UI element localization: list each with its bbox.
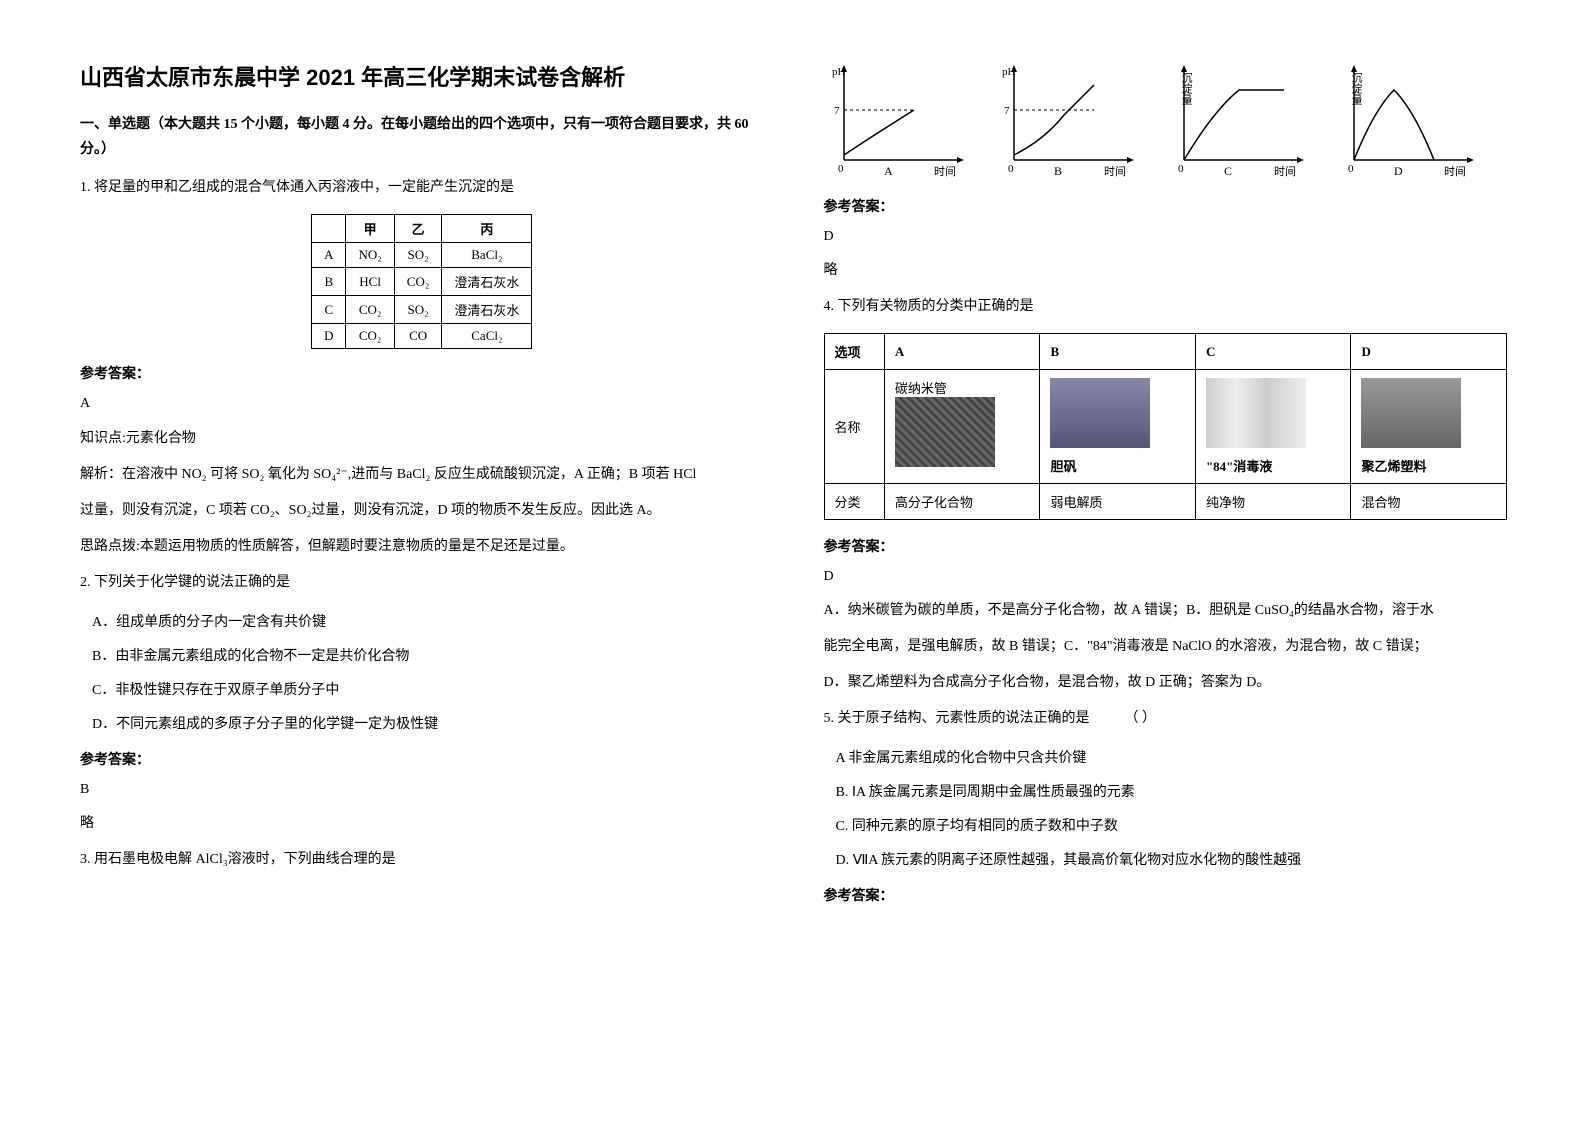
q4-d-caption: 聚乙烯塑料 bbox=[1361, 456, 1496, 475]
q2-option-a: A．组成单质的分子内一定含有共价键 bbox=[92, 609, 764, 637]
q1-th-blank bbox=[312, 215, 346, 243]
right-column: pH 7 0 A 时间 pH 7 0 B 时间 沉淀量 bbox=[824, 60, 1508, 913]
chart-a-ylabel: pH bbox=[832, 66, 846, 78]
q1-th-bing: 丙 bbox=[442, 215, 532, 243]
question-5: 5. 关于原子结构、元素性质的说法正确的是 （ ） bbox=[824, 705, 1508, 733]
q4-a-name: 碳纳米管 bbox=[895, 378, 1030, 397]
q4-explanation-3: D．聚乙烯塑料为合成高分子化合物，是混合物，故 D 正确；答案为 D。 bbox=[824, 669, 1508, 697]
chart-a-xlabel: 时间 bbox=[934, 165, 956, 178]
section-1-header: 一、单选题（本大题共 15 个小题，每小题 4 分。在每小题给出的四个选项中，只… bbox=[80, 112, 764, 162]
chart-d-ylabel: 沉淀量 bbox=[1350, 72, 1363, 105]
q4-row-name-label: 名称 bbox=[824, 370, 884, 484]
question-1-text: 1. 将足量的甲和乙组成的混合气体通入丙溶液中，一定能产生沉淀的是 bbox=[80, 180, 514, 195]
chart-a: pH 7 0 A 时间 bbox=[824, 60, 974, 180]
q4-col-b: B bbox=[1040, 334, 1196, 370]
table-row: C CO₂ SO₂ 澄清石灰水 bbox=[312, 296, 532, 324]
q1-th-yi: 乙 bbox=[394, 215, 442, 243]
question-1: 1. 将足量的甲和乙组成的混合气体通入丙溶液中，一定能产生沉淀的是 bbox=[80, 174, 764, 202]
disinfectant-image bbox=[1206, 378, 1306, 448]
q3-answer: D bbox=[824, 224, 1508, 249]
q4-col-a: A bbox=[884, 334, 1040, 370]
q1-explanation-3: 思路点拨:本题运用物质的性质解答，但解题时要注意物质的量是不足还是过量。 bbox=[80, 533, 764, 561]
q5-answer-label: 参考答案： bbox=[824, 885, 1508, 905]
question-4-table: 选项 A B C D 名称 碳纳米管 胆矾 "84"消毒液 聚乙烯塑料 bbox=[824, 333, 1508, 520]
question-3-text: 3. 用石墨电极电解 AlCl₃溶液时，下列曲线合理的是 bbox=[80, 852, 396, 867]
q4-answer-label: 参考答案： bbox=[824, 536, 1508, 556]
q1-explanation-1: 解析：在溶液中 NO₂ 可将 SO₂ 氧化为 SO₄²⁻,进而与 BaCl₂ 反… bbox=[80, 461, 764, 489]
q4-class-d: 混合物 bbox=[1351, 484, 1507, 520]
q2-option-d: D．不同元素组成的多原子分子里的化学键一定为极性键 bbox=[92, 711, 764, 739]
chart-b-ylabel: pH bbox=[1002, 66, 1016, 78]
table-row: D CO₂ CO CaCl₂ bbox=[312, 324, 532, 349]
q5-option-c: C. 同种元素的原子均有相同的质子数和中子数 bbox=[836, 813, 1508, 841]
question-2-text: 2. 下列关于化学键的说法正确的是 bbox=[80, 575, 290, 590]
q5-option-a: A 非金属元素组成的化合物中只含共价键 bbox=[836, 745, 1508, 773]
q1-knowledge: 知识点:元素化合物 bbox=[80, 425, 764, 453]
q4-explanation-1: A．纳米碳管为碳的单质，不是高分子化合物，故 A 错误；B．胆矾是 CuSO₄的… bbox=[824, 597, 1508, 625]
q2-answer: B bbox=[80, 777, 764, 802]
left-column: 山西省太原市东晨中学 2021 年高三化学期末试卷含解析 一、单选题（本大题共 … bbox=[80, 60, 764, 913]
chart-b-origin: 0 bbox=[1008, 163, 1014, 175]
nanotube-image bbox=[895, 397, 995, 467]
q4-cell-d: 聚乙烯塑料 bbox=[1351, 370, 1507, 484]
q4-explanation-2: 能完全电离，是强电解质，故 B 错误；C．"84"消毒液是 NaClO 的水溶液… bbox=[824, 633, 1508, 661]
q4-b-caption: 胆矾 bbox=[1050, 456, 1185, 475]
polyethylene-image bbox=[1361, 378, 1461, 448]
chart-b-label: B bbox=[1054, 164, 1062, 178]
chart-d-label: D bbox=[1394, 164, 1403, 178]
question-2: 2. 下列关于化学键的说法正确的是 bbox=[80, 569, 764, 597]
question-4-text: 4. 下列有关物质的分类中正确的是 bbox=[824, 299, 1034, 314]
q2-option-c: C．非极性键只存在于双原子单质分子中 bbox=[92, 677, 764, 705]
table-row: B HCl CO₂ 澄清石灰水 bbox=[312, 268, 532, 296]
chart-b-xlabel: 时间 bbox=[1104, 165, 1126, 178]
q4-answer: D bbox=[824, 564, 1508, 589]
q3-charts: pH 7 0 A 时间 pH 7 0 B 时间 沉淀量 bbox=[824, 60, 1508, 180]
q4-cell-a: 碳纳米管 bbox=[884, 370, 1040, 484]
q3-answer-label: 参考答案： bbox=[824, 196, 1508, 216]
chart-d-xlabel: 时间 bbox=[1444, 165, 1466, 178]
q1-answer-label: 参考答案： bbox=[80, 363, 764, 383]
chart-b: pH 7 0 B 时间 bbox=[994, 60, 1144, 180]
q4-c-caption: "84"消毒液 bbox=[1206, 456, 1341, 475]
q4-name-row: 名称 碳纳米管 胆矾 "84"消毒液 聚乙烯塑料 bbox=[824, 370, 1507, 484]
q4-col-option: 选项 bbox=[824, 334, 884, 370]
chart-c-ylabel: 沉淀量 bbox=[1180, 72, 1193, 105]
q4-cell-c: "84"消毒液 bbox=[1195, 370, 1351, 484]
table-row: A NO₂ SO₂ BaCl₂ bbox=[312, 243, 532, 268]
q4-class-a: 高分子化合物 bbox=[884, 484, 1040, 520]
q1-explanation-2: 过量，则没有沉淀，C 项若 CO₂、SO₂过量，则没有沉淀，D 项的物质不发生反… bbox=[80, 497, 764, 525]
q4-class-row: 分类 高分子化合物 弱电解质 纯净物 混合物 bbox=[824, 484, 1507, 520]
chart-a-dash: 7 bbox=[834, 105, 840, 117]
chart-d-origin: 0 bbox=[1348, 163, 1354, 175]
q5-option-d: D. ⅦA 族元素的阴离子还原性越强，其最高价氧化物对应水化物的酸性越强 bbox=[836, 847, 1508, 875]
chart-a-label: A bbox=[884, 164, 893, 178]
chart-c-label: C bbox=[1224, 164, 1232, 178]
chart-c-origin: 0 bbox=[1178, 163, 1184, 175]
document-title: 山西省太原市东晨中学 2021 年高三化学期末试卷含解析 bbox=[80, 60, 764, 92]
chart-c: 沉淀量 0 C 时间 bbox=[1164, 60, 1314, 180]
q4-cell-b: 胆矾 bbox=[1040, 370, 1196, 484]
danfan-image bbox=[1050, 378, 1150, 448]
q1-th-jia: 甲 bbox=[346, 215, 394, 243]
q4-col-d: D bbox=[1351, 334, 1507, 370]
question-1-table: 甲 乙 丙 A NO₂ SO₂ BaCl₂ B HCl CO₂ 澄清石灰水 C … bbox=[311, 214, 532, 349]
q4-row-class-label: 分类 bbox=[824, 484, 884, 520]
q2-brief: 略 bbox=[80, 810, 764, 838]
chart-b-dash: 7 bbox=[1004, 105, 1010, 117]
q2-option-b: B．由非金属元素组成的化合物不一定是共价化合物 bbox=[92, 643, 764, 671]
question-5-text: 5. 关于原子结构、元素性质的说法正确的是 （ ） bbox=[824, 711, 1157, 726]
q4-class-c: 纯净物 bbox=[1195, 484, 1351, 520]
q5-option-b: B. ⅠA 族金属元素是同周期中金属性质最强的元素 bbox=[836, 779, 1508, 807]
q4-class-b: 弱电解质 bbox=[1040, 484, 1196, 520]
q1-answer: A bbox=[80, 391, 764, 416]
question-3: 3. 用石墨电极电解 AlCl₃溶液时，下列曲线合理的是 bbox=[80, 846, 764, 874]
q2-answer-label: 参考答案： bbox=[80, 749, 764, 769]
question-4: 4. 下列有关物质的分类中正确的是 bbox=[824, 293, 1508, 321]
q3-brief: 略 bbox=[824, 257, 1508, 285]
chart-a-origin: 0 bbox=[838, 163, 844, 175]
q4-col-c: C bbox=[1195, 334, 1351, 370]
chart-d: 沉淀量 0 D 时间 bbox=[1334, 60, 1484, 180]
chart-c-xlabel: 时间 bbox=[1274, 165, 1296, 178]
